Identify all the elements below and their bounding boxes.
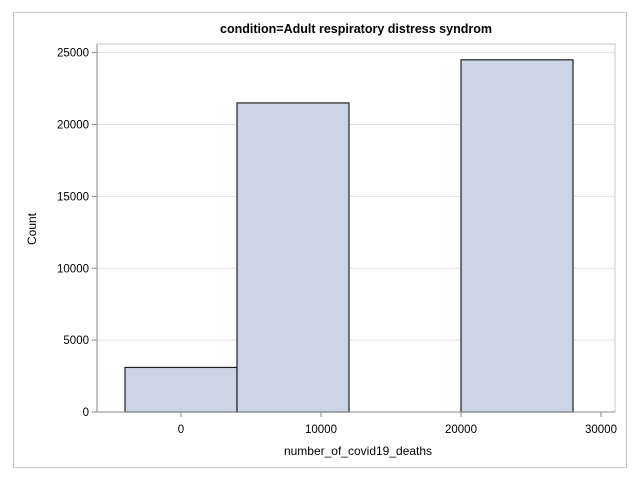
y-tick-label-1: 5000 [63,335,89,347]
histogram-bar-1 [236,102,350,413]
histogram-bar-0 [124,366,238,413]
y-axis-label: Count [25,212,39,245]
histogram-bar-3 [460,59,574,413]
x-axis-label: number_of_covid19_deaths [284,444,432,458]
y-tick-label-2: 10000 [57,263,89,275]
x-tick-label-0: 0 [178,424,184,436]
y-tick-label-3: 15000 [57,191,89,203]
x-tick-label-3: 30000 [585,424,617,436]
chart-title: condition=Adult respiratory distress syn… [220,22,492,36]
y-tick-label-4: 20000 [57,120,89,132]
x-tick-label-2: 20000 [445,424,477,436]
x-tick-label-1: 10000 [305,424,337,436]
y-tick-label-5: 25000 [57,48,89,60]
y-tick-label-0: 0 [83,407,89,419]
